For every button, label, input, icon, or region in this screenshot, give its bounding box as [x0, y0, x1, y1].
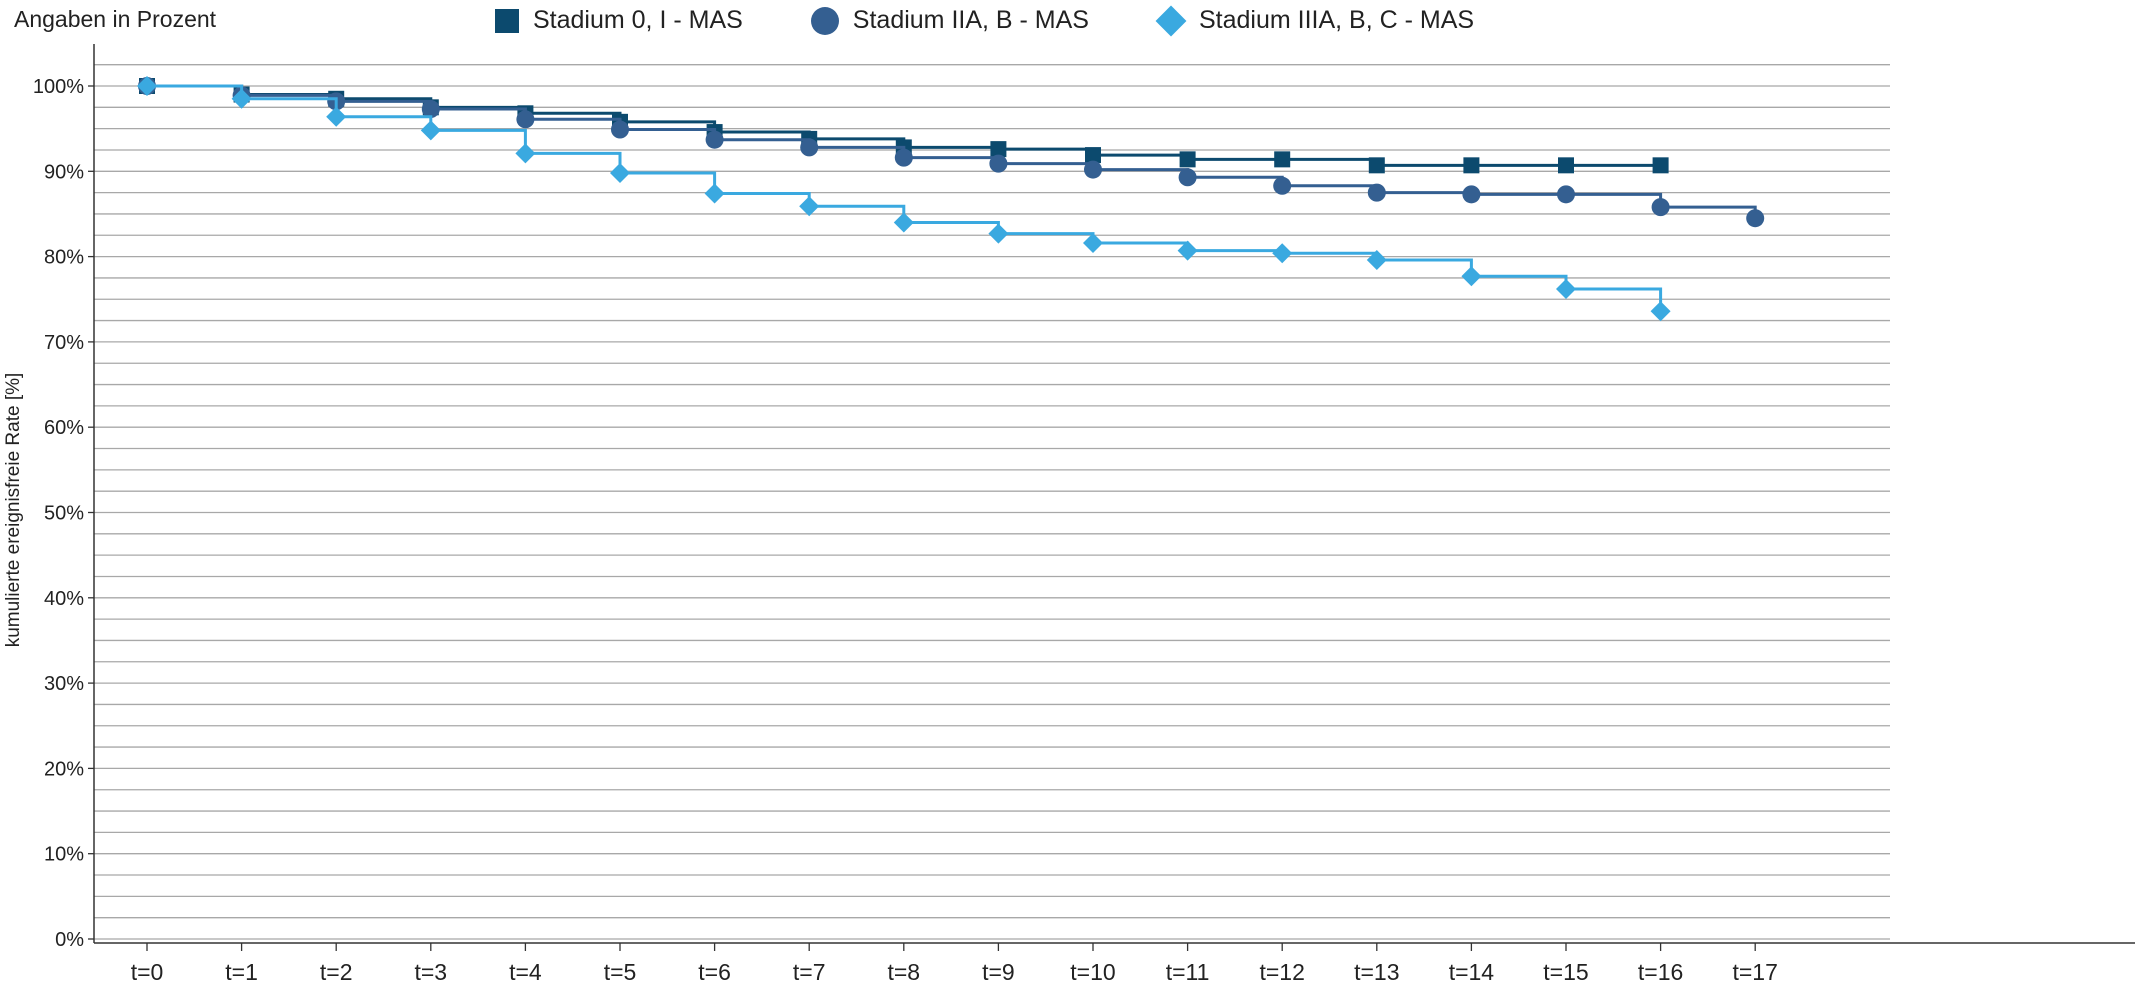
data-point-diamond	[420, 120, 441, 141]
y-tick-label: 40%	[44, 588, 84, 610]
y-tick-label: 60%	[44, 417, 84, 439]
y-tick-label: 100%	[33, 76, 84, 98]
legend-square-marker	[495, 8, 519, 33]
data-point-diamond	[1461, 266, 1482, 287]
data-point-square	[1558, 157, 1574, 174]
x-tick-label: t=17	[1732, 959, 1777, 985]
x-tick-label: t=8	[887, 959, 920, 985]
data-point-circle	[800, 138, 819, 157]
data-point-square	[1085, 147, 1101, 164]
data-point-diamond	[799, 196, 820, 217]
x-tick-label: t=2	[320, 959, 353, 985]
data-point-diamond	[515, 143, 536, 164]
chart-legend: Stadium 0, I - MAS Stadium IIA, B - MAS …	[495, 5, 1542, 36]
data-point-square	[990, 141, 1007, 158]
data-point-circle	[894, 148, 913, 167]
data-point-diamond	[1177, 240, 1198, 261]
y-tick-label: 20%	[44, 758, 84, 780]
legend-item-stadium-iia-b: Stadium IIA, B - MAS	[810, 6, 1089, 35]
x-tick-label: t=14	[1449, 959, 1495, 985]
x-tick-label: t=7	[793, 959, 826, 985]
x-tick-label: t=11	[1166, 959, 1210, 985]
data-point-square	[1368, 157, 1385, 174]
x-tick-label: t=10	[1070, 959, 1115, 985]
y-tick-label: 10%	[44, 844, 84, 866]
data-point-circle	[705, 130, 724, 149]
data-point-diamond	[326, 106, 347, 127]
x-tick-label: t=5	[604, 959, 637, 985]
data-point-square	[1274, 151, 1291, 168]
data-point-diamond	[1272, 243, 1293, 264]
data-point-circle	[1178, 168, 1197, 187]
x-tick-label: t=4	[509, 959, 542, 985]
data-point-square	[1463, 157, 1480, 174]
x-tick-label: t=6	[698, 959, 731, 985]
units-note: Angaben in Prozent	[14, 6, 217, 32]
data-point-diamond	[1556, 279, 1576, 300]
x-tick-label: t=15	[1543, 959, 1588, 985]
x-tick-label: t=3	[414, 959, 447, 985]
series-line-2	[147, 84, 1757, 219]
y-tick-label: 30%	[44, 673, 84, 695]
x-tick-label: t=13	[1354, 959, 1399, 985]
data-point-diamond	[988, 223, 1009, 244]
data-point-circle	[611, 120, 629, 139]
data-point-circle	[1462, 185, 1481, 204]
data-point-square	[1179, 151, 1196, 168]
x-tick-label: t=16	[1638, 959, 1683, 985]
data-point-circle	[516, 110, 535, 129]
data-point-circle	[1367, 183, 1386, 202]
data-point-circle	[1273, 176, 1292, 195]
data-point-circle	[1084, 160, 1102, 179]
data-point-diamond	[1650, 301, 1671, 322]
x-tick-label: t=9	[982, 959, 1015, 985]
data-point-diamond	[231, 88, 252, 109]
y-tick-label: 90%	[44, 161, 84, 183]
data-point-diamond	[893, 212, 914, 233]
legend-circle-marker	[810, 6, 839, 35]
data-point-diamond	[1366, 250, 1387, 271]
x-tick-label: t=12	[1259, 959, 1304, 985]
x-tick-label: t=1	[225, 959, 258, 985]
data-point-circle	[1557, 185, 1575, 204]
x-tick-label: t=0	[131, 959, 164, 985]
data-point-diamond	[137, 76, 157, 96]
y-tick-label: 50%	[44, 503, 84, 525]
data-point-diamond	[610, 163, 630, 184]
data-point-circle	[989, 154, 1008, 173]
data-point-square	[1652, 157, 1669, 174]
legend-label: Stadium IIIA, B, C - MAS	[1198, 6, 1475, 34]
legend-item-stadium-0-i: Stadium 0, I - MAS	[495, 6, 743, 35]
legend-item-stadium-iiia-b-c: Stadium IIIA, B, C - MAS	[1155, 5, 1475, 36]
data-point-circle	[1746, 209, 1765, 228]
legend-label: Stadium IIA, B - MAS	[852, 6, 1089, 34]
data-point-diamond	[704, 183, 725, 204]
data-point-diamond	[1083, 232, 1103, 253]
y-tick-label: 0%	[55, 929, 84, 951]
y-tick-label: 80%	[44, 247, 84, 269]
data-point-circle	[421, 100, 440, 119]
legend-label: Stadium 0, I - MAS	[533, 6, 743, 34]
y-tick-label: 70%	[44, 332, 84, 354]
data-point-circle	[1651, 198, 1670, 217]
